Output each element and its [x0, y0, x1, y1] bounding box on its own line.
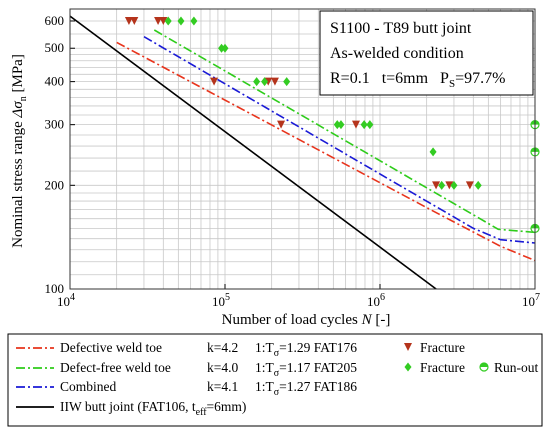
- data-point-triangle-down: [432, 181, 441, 190]
- x-axis-title: Number of load cycles N [-]: [222, 312, 391, 328]
- info-box: S1100 - T89 butt joint As-welded conditi…: [319, 10, 534, 96]
- legend-marker-fracture-defect-free: [404, 362, 412, 372]
- legend-label-0: Defective weld toe: [60, 340, 162, 355]
- legend: Defective weld toe k=4.2 1:Tσ=1.29 FAT176 D…: [7, 333, 543, 427]
- legend-runout-label: Run-out: [494, 360, 539, 375]
- fit-line-0: [116, 41, 535, 262]
- data-point-triangle-down: [159, 16, 168, 25]
- data-points: [124, 16, 540, 233]
- legend-frame: [7, 333, 543, 427]
- fit-line-1: [153, 29, 535, 234]
- data-point-triangle-down: [210, 77, 219, 86]
- y-axis-title-var: Δσ: [10, 101, 26, 119]
- y-axis-title-unit: [MPa]: [10, 54, 26, 96]
- info-line-3-sub: S: [449, 78, 455, 90]
- legend-fracture-label: Fracture: [420, 340, 465, 355]
- x-axis-title-text: Number of load cycles: [222, 312, 362, 328]
- data-point-triangle-down: [130, 16, 139, 25]
- legend-k-2: k=4.1: [207, 379, 238, 394]
- legend-k-0: k=4.2: [207, 340, 238, 355]
- grid: [70, 9, 535, 289]
- data-point-triangle-down: [154, 16, 163, 25]
- legend-fracture-label: Fracture: [420, 360, 465, 375]
- data-point-diamond: [177, 16, 185, 26]
- y-axis-title: Nominal stress range Δσn [MPa]: [10, 54, 29, 248]
- fit-line-2: [143, 36, 535, 244]
- legend-fat-2: 1:Tσ=1.27 FAT186: [255, 379, 357, 398]
- x-axis-title-var: N: [361, 312, 373, 328]
- legend-marker-runout: [479, 362, 489, 372]
- x-tick-label: 104: [57, 292, 75, 309]
- data-point-diamond: [221, 43, 229, 53]
- data-point-diamond: [164, 16, 172, 26]
- legend-label-1: Defect-free weld toe: [60, 360, 171, 375]
- info-line-3-end: =97.7%: [455, 70, 505, 87]
- y-axis-title-sub: n: [18, 96, 29, 101]
- data-point-diamond: [438, 180, 446, 190]
- info-line-1: S1100 - T89 butt joint: [330, 20, 472, 37]
- data-point-triangle-down: [124, 16, 133, 25]
- data-point-diamond: [429, 147, 437, 157]
- legend-fat-0: 1:Tσ=1.29 FAT176: [255, 340, 357, 359]
- data-point-diamond: [261, 77, 269, 87]
- x-tick-label: 105: [212, 292, 230, 309]
- info-line-2: As-welded condition: [330, 45, 464, 62]
- x-tick-labels: 104 105 106 107: [57, 284, 540, 309]
- info-line-3: R=0.1 t=6mm PS=97.7%: [330, 70, 505, 90]
- fit-line-3: [70, 15, 437, 289]
- fit-lines: [70, 15, 535, 289]
- y-tick-labels: 100 200 300 400 500 600: [45, 13, 75, 296]
- data-point-diamond: [474, 180, 482, 190]
- y-tick-label: 500: [45, 40, 65, 55]
- data-point-triangle-down: [351, 120, 360, 129]
- y-tick-label: 300: [45, 117, 65, 132]
- data-point-triangle-down: [277, 120, 286, 129]
- x-tick-label: 106: [367, 292, 385, 309]
- data-point-diamond: [333, 120, 341, 130]
- data-point-triangle-down: [445, 181, 454, 190]
- legend-marker-fracture-defective: [404, 343, 412, 351]
- info-line-3-main: R=0.1 t=6mm P: [330, 70, 449, 87]
- legend-fat-1: 1:Tσ=1.17 FAT205: [255, 360, 357, 379]
- data-point-diamond: [190, 16, 198, 26]
- data-point-diamond: [253, 77, 261, 87]
- data-point-diamond: [450, 180, 458, 190]
- legend-k-1: k=4.0: [207, 360, 238, 375]
- data-point-triangle-down: [270, 77, 279, 86]
- legend-label-2: Combined: [60, 379, 116, 394]
- x-tick-label: 107: [522, 292, 540, 309]
- plot-frame: [69, 8, 536, 290]
- y-tick-label: 100: [45, 281, 65, 296]
- y-tick-label: 600: [45, 13, 65, 28]
- data-point-diamond: [360, 120, 368, 130]
- data-point-diamond: [366, 120, 374, 130]
- legend-label-3: IIW butt joint (FAT106, teff=6mm): [60, 399, 246, 418]
- data-point-diamond: [337, 120, 345, 130]
- data-point-triangle-down: [465, 181, 474, 190]
- data-point-diamond: [283, 77, 291, 87]
- y-tick-label: 200: [45, 177, 65, 192]
- x-axis-title-unit: [-]: [372, 312, 391, 328]
- y-axis-title-text: Nominal stress range: [10, 117, 26, 247]
- info-box-frame: [319, 10, 534, 96]
- y-tick-label: 400: [45, 74, 65, 89]
